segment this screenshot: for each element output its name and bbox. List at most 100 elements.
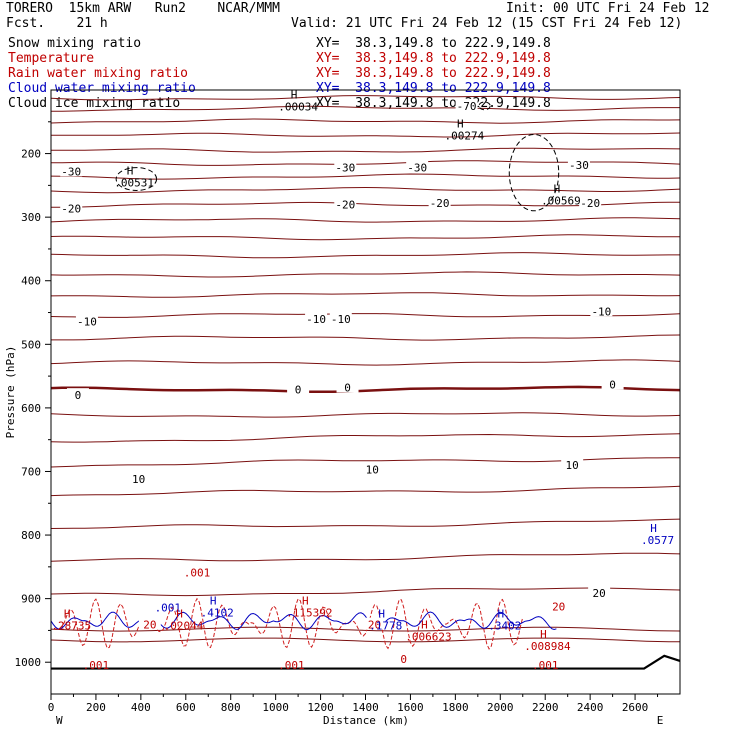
isotherm-line	[50, 587, 681, 597]
temperature-contour-label: -70	[457, 100, 477, 113]
maximum-h-marker: H	[421, 619, 428, 632]
maximum-value-label: .001	[83, 659, 110, 672]
x-tick-label: 1200	[307, 701, 334, 714]
temperature-contour-label: -10	[77, 315, 97, 328]
isotherm-line	[50, 234, 680, 241]
temperature-contour-label: 20	[368, 619, 381, 632]
x-tick-label: 2200	[532, 701, 559, 714]
isotherm-line	[50, 292, 681, 298]
rain-water-contour	[55, 597, 524, 650]
y-axis-label: Pressure (hPa)	[4, 346, 17, 439]
maximum-value-label: .1778	[369, 620, 402, 633]
maximum-h-marker: H	[176, 608, 183, 621]
terrain-line	[51, 654, 681, 670]
temperature-contour-label: -30	[335, 162, 355, 175]
temperature-contour-label: -30	[407, 162, 427, 175]
maximum-h-marker: H	[127, 165, 134, 178]
temperature-contour-label: 0	[400, 653, 407, 666]
field-xy-rain: XY= 38.3,149.8 to 222.9,149.8	[316, 66, 551, 81]
isotherm-line	[50, 518, 681, 529]
contour-label-mask	[406, 160, 429, 173]
maximum-value-label: .0577	[641, 534, 674, 547]
temperature-contour-label: 10	[366, 464, 379, 477]
y-tick-label: 300	[21, 211, 41, 224]
x-end-label-east: E	[657, 714, 664, 727]
isotherm-line	[50, 552, 681, 562]
contour-label-mask	[455, 98, 478, 111]
contour-label-mask	[75, 314, 98, 327]
field-name-temperature: Temperature	[8, 51, 95, 66]
maximum-value-label: .115392	[286, 606, 332, 619]
x-tick-label: 800	[221, 701, 241, 714]
maximum-value-label: .02044	[164, 620, 204, 633]
temperature-contour-label: -30	[61, 165, 81, 178]
maximum-h-marker: H	[302, 594, 309, 607]
temperature-contour-label: 20	[143, 619, 156, 632]
maximum-value-label: .00274	[444, 130, 484, 143]
isotherm-line	[50, 217, 681, 223]
isotherm-line	[50, 132, 681, 138]
isotherm-line	[50, 252, 680, 259]
contour-label-mask	[590, 304, 613, 317]
isotherm-line	[51, 105, 680, 112]
isotherm-line	[51, 201, 680, 208]
temperature-contour-label: -20	[580, 197, 600, 210]
temperature-contour-label: 20	[593, 587, 606, 600]
maximum-value-label: .28735	[51, 620, 91, 633]
contour-label-mask	[138, 617, 161, 630]
y-tick-label: 200	[21, 148, 41, 161]
contour-label-mask	[567, 158, 590, 171]
contour-label-mask	[561, 458, 584, 471]
temperature-contour-label: -30	[569, 159, 589, 172]
cloud-ice-contour	[508, 134, 560, 212]
x-tick-label: 2400	[577, 701, 604, 714]
contour-label-mask	[60, 164, 83, 177]
maximum-h-marker: H	[497, 608, 504, 621]
maximum-h-marker: H	[457, 118, 464, 131]
maximum-value-label: .00034	[278, 100, 318, 113]
maximum-value-label: .006623	[405, 631, 451, 644]
x-tick-label: 2000	[487, 701, 514, 714]
contour-label-mask	[334, 197, 357, 210]
temperature-contour-label: -10	[331, 313, 351, 326]
x-end-label-west: W	[56, 714, 63, 727]
maximum-h-marker: H	[291, 88, 298, 101]
temperature-contour-label: -20	[335, 198, 355, 211]
x-tick-label: 200	[86, 701, 106, 714]
contour-label-mask	[287, 382, 310, 395]
y-tick-label: 1000	[15, 656, 42, 669]
maximum-h-marker: H	[554, 182, 561, 195]
isotherm-line	[50, 626, 681, 632]
contour-label-mask	[601, 377, 624, 390]
temperature-contour-label: 0	[609, 378, 616, 391]
isotherm-line	[50, 313, 681, 318]
forecast-hour: Fcst. 21 h	[6, 16, 108, 31]
x-tick-label: 400	[131, 701, 151, 714]
isotherm-line	[50, 359, 681, 366]
isotherm-line	[51, 334, 681, 341]
maximum-h-marker: H	[650, 522, 657, 535]
maximum-h-marker: H	[378, 608, 385, 621]
model-title: TORERO 15km ARW Run2 NCAR/MMM	[6, 1, 280, 16]
x-tick-label: 1400	[352, 701, 379, 714]
isotherm-line	[50, 95, 681, 101]
contour-label-mask	[334, 160, 357, 173]
contour-label-mask	[127, 472, 150, 485]
contour-label-mask	[361, 462, 384, 475]
contour-label-mask	[588, 585, 611, 598]
isotherm-line	[50, 637, 681, 643]
y-tick-label: 700	[21, 465, 41, 478]
maximum-h-marker: H	[64, 608, 71, 621]
isotherm-line	[50, 485, 681, 497]
contour-label-mask	[305, 311, 328, 324]
isotherm-line	[50, 412, 681, 418]
valid-time: Valid: 21 UTC Fri 24 Feb 12 (15 CST Fri …	[291, 16, 683, 31]
temperature-contour-label: 20	[552, 600, 565, 613]
isotherm-line	[50, 118, 681, 124]
contour-label-mask	[66, 388, 89, 401]
x-tick-label: 600	[176, 701, 196, 714]
maximum-value-label: .4102	[201, 606, 234, 619]
x-axis-label: Distance (km)	[323, 714, 409, 727]
temperature-contour-label: -10	[306, 313, 326, 326]
